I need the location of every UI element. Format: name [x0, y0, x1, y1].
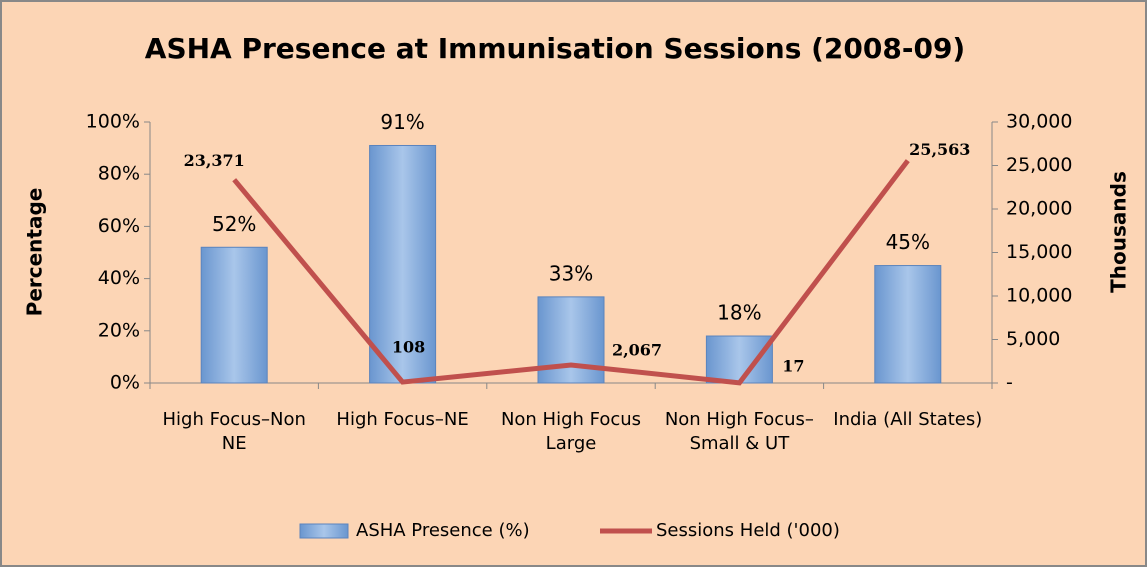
y-axis-label: Percentage — [23, 188, 47, 317]
bar — [200, 246, 268, 384]
x-tick-label: Non High Focus Large — [500, 409, 642, 454]
legend-label: Sessions Held ('000) — [656, 520, 840, 541]
line-value-label: 108 — [392, 338, 425, 357]
legend-label: ASHA Presence (%) — [356, 520, 530, 541]
bar-value-label: 91% — [380, 110, 424, 134]
y2-tick-label: 15,000 — [1006, 241, 1072, 263]
bar-value-label: 18% — [717, 301, 761, 325]
y-tick-label: 100% — [86, 111, 140, 133]
x-tick-label: India (All States) — [833, 409, 983, 430]
y-tick-label: 60% — [98, 215, 140, 237]
y-tick-label: 80% — [98, 163, 140, 185]
y2-tick-label: - — [1006, 372, 1013, 394]
line-value-label: 17 — [782, 356, 804, 375]
chart-title: ASHA Presence at Immunisation Sessions (… — [145, 32, 965, 65]
line-value-label: 25,563 — [909, 140, 970, 159]
y2-tick-label: 5,000 — [1006, 328, 1060, 350]
y2-axis-label: Thousands — [1107, 171, 1131, 293]
y2-tick-label: 20,000 — [1006, 198, 1072, 220]
bar — [874, 265, 942, 384]
bar-value-label: 45% — [886, 230, 930, 254]
x-tick-label: High Focus–Non NE — [162, 409, 306, 454]
bar-value-label: 33% — [549, 261, 593, 285]
bar — [705, 335, 773, 384]
bar-value-label: 52% — [212, 212, 256, 236]
y-tick-label: 20% — [98, 319, 140, 341]
line-value-label: 23,371 — [184, 151, 245, 170]
y2-tick-label: 30,000 — [1006, 111, 1072, 133]
y2-tick-label: 25,000 — [1006, 154, 1072, 176]
x-tick-label: Non High Focus–Small & UT — [664, 409, 814, 454]
legend-swatch — [299, 523, 349, 539]
line-value-label: 2,067 — [612, 341, 662, 360]
y-tick-label: 40% — [98, 267, 140, 289]
bar — [537, 296, 605, 384]
y-tick-label: 0% — [110, 372, 140, 394]
bar — [369, 144, 437, 384]
x-tick-label: High Focus–NE — [336, 409, 469, 430]
line — [232, 159, 910, 386]
y2-tick-label: 10,000 — [1006, 285, 1072, 307]
